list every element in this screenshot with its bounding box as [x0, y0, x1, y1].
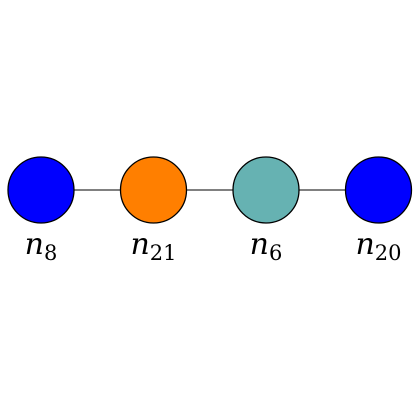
node-n20	[344, 156, 413, 224]
node-label-subscript: 6	[269, 241, 282, 265]
node-label-subscript: 20	[375, 241, 402, 265]
node-label-n8: n8	[25, 227, 58, 265]
node-label-subscript: 8	[44, 241, 57, 265]
node-n8	[7, 156, 75, 224]
labels-layer: n8 n21 n6 n20	[25, 227, 402, 265]
node-n21	[119, 156, 188, 224]
node-label-main: n	[25, 227, 44, 262]
node-label-subscript: 21	[150, 241, 177, 265]
nodes-layer	[7, 156, 413, 224]
node-label-main: n	[355, 227, 374, 262]
node-label-n20: n20	[355, 227, 401, 265]
node-label-main: n	[250, 227, 269, 262]
node-label-main: n	[130, 227, 149, 262]
node-label-n6: n6	[250, 227, 283, 265]
node-label-n21: n21	[130, 227, 176, 265]
node-n6	[232, 156, 300, 224]
